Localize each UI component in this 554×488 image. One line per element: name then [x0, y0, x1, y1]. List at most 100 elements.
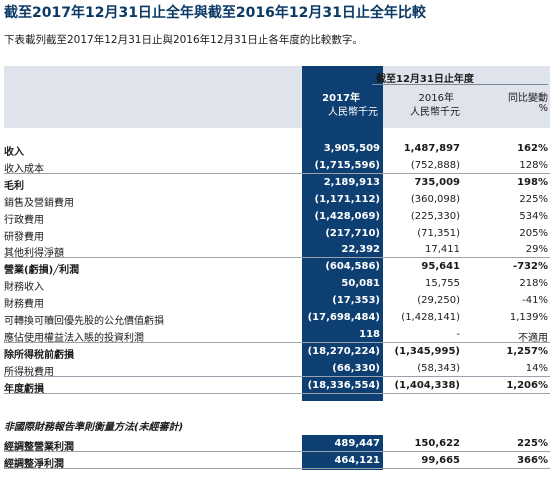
- change-percent: 366%: [517, 455, 548, 466]
- value-2016: 1,487,897: [403, 143, 460, 154]
- row-label: 財務收入: [4, 282, 44, 294]
- non-ifrs-section-title: 非國際財務報告準則衡量方法(未經審計): [4, 422, 184, 433]
- row-label: 研發費用: [4, 231, 44, 243]
- value-2016: 150,622: [414, 438, 460, 449]
- value-2016: (71,351): [417, 227, 460, 239]
- table-row: 收入成本 (1,715,596) (752,888) 128%: [4, 157, 550, 175]
- row-label: 經調整營業利潤: [4, 442, 74, 453]
- value-2017: 50,081: [341, 278, 380, 290]
- value-2017: 464,121: [334, 455, 380, 466]
- value-2016: 15,755: [425, 278, 460, 290]
- table-row: 銷售及營銷費用 (1,171,112) (360,098) 225%: [4, 191, 550, 209]
- value-2016: (752,888): [410, 159, 460, 171]
- table-row: 應佔使用權益法入賬的投資利潤 118 - 不適用: [4, 326, 550, 344]
- row-label: 收入成本: [4, 163, 44, 175]
- value-2017: (1,428,069): [314, 210, 380, 222]
- table-row: 財務費用 (17,353) (29,250) -41%: [4, 292, 550, 311]
- change-percent: 225%: [517, 438, 548, 449]
- table-header-band: [4, 66, 550, 128]
- change-percent: -41%: [522, 295, 548, 307]
- table-row: 毛利 2,189,913 735,009 198%: [4, 174, 550, 192]
- header-col-change-unit: %: [538, 103, 548, 114]
- header-period: 截至12月31日止年度: [376, 74, 474, 85]
- value-2016: (58,343): [417, 362, 460, 374]
- table-row: 收入 3,905,509 1,487,897 162%: [4, 140, 550, 158]
- value-2016: -: [456, 328, 460, 340]
- change-percent: 128%: [519, 159, 548, 171]
- change-percent: 205%: [519, 227, 548, 239]
- value-2016: 95,641: [421, 261, 460, 273]
- table-row: 經調整營業利潤 489,447 150,622 225%: [4, 435, 550, 453]
- row-label: 應佔使用權益法入賬的投資利潤: [4, 332, 144, 344]
- change-percent: 198%: [517, 176, 548, 188]
- header-col-2016-year: 2016年: [418, 93, 454, 104]
- value-2017: (18,336,554): [307, 379, 380, 391]
- header-period-rule: [372, 84, 548, 85]
- value-2017: (17,698,484): [307, 312, 380, 323]
- value-2016: (1,345,995): [394, 345, 460, 357]
- value-2017: (18,270,224): [307, 345, 380, 357]
- change-percent: 不適用: [518, 332, 548, 344]
- header-col-2016-unit: 人民幣千元: [410, 107, 460, 118]
- value-2016: (1,428,141): [401, 312, 460, 323]
- value-2016: (1,404,338): [394, 379, 460, 391]
- change-percent: 1,257%: [506, 345, 548, 357]
- change-percent: 218%: [519, 278, 548, 290]
- highlight-column-2017: [302, 66, 383, 401]
- value-2017: 118: [359, 328, 380, 340]
- change-percent: -732%: [512, 261, 548, 273]
- table-row: 財務收入 50,081 15,755 218%: [4, 275, 550, 294]
- table-row: 可轉換可贖回優先股的公允價值虧損 (17,698,484) (1,428,141) 1…: [4, 309, 550, 327]
- row-label: 可轉換可贖回優先股的公允價值虧損: [4, 316, 164, 327]
- row-label: 其他利得淨額: [4, 248, 64, 260]
- row-label: 除所得稅前虧損: [4, 349, 74, 361]
- row-label: 收入: [4, 147, 24, 158]
- row-label: 銷售及營銷費用: [4, 197, 74, 209]
- table-row: 年度虧損 (18,336,554) (1,404,338) 1,206%: [4, 377, 550, 395]
- change-percent: 29%: [525, 244, 548, 256]
- page-title: 截至2017年12月31日止全年與截至2016年12月31日止全年比較: [4, 5, 426, 21]
- value-2016: 99,665: [421, 455, 460, 466]
- table-row: 研發費用 (217,710) (71,351) 205%: [4, 225, 550, 243]
- value-2016: (29,250): [417, 295, 460, 307]
- value-2017: 489,447: [334, 438, 380, 449]
- table-row: 其他利得淨額 22,392 17,411 29%: [4, 241, 550, 260]
- value-2017: 22,392: [341, 244, 380, 256]
- change-percent: 14%: [525, 362, 548, 374]
- value-2017: (217,710): [325, 227, 380, 239]
- value-2017: (1,715,596): [314, 159, 380, 171]
- value-2017: (1,171,112): [314, 193, 380, 205]
- value-2016: 17,411: [425, 244, 460, 256]
- change-percent: 1,139%: [509, 312, 548, 323]
- highlight-column-2017-non-ifrs: [302, 435, 383, 470]
- value-2017: 2,189,913: [323, 176, 380, 188]
- header-col-2017-year: 2017年: [322, 93, 360, 104]
- change-percent: 1,206%: [506, 379, 548, 391]
- row-label: 營業(虧損)╱利潤: [4, 265, 80, 277]
- table-row: 行政費用 (1,428,069) (225,330) 534%: [4, 208, 550, 226]
- value-2017: (604,586): [325, 261, 380, 273]
- table-row: 經調整淨利潤 464,121 99,665 366%: [4, 452, 550, 470]
- value-2017: 3,905,509: [323, 143, 380, 154]
- value-2017: (17,353): [332, 295, 380, 307]
- row-label: 所得稅費用: [4, 366, 54, 378]
- value-2016: 735,009: [414, 176, 460, 188]
- row-label: 年度虧損: [4, 383, 44, 395]
- value-2017: (66,330): [332, 362, 380, 374]
- header-col-2017-unit: 人民幣千元: [328, 107, 378, 118]
- row-label: 行政費用: [4, 214, 44, 226]
- change-percent: 225%: [519, 193, 548, 205]
- row-label: 毛利: [4, 180, 24, 192]
- change-percent: 162%: [517, 143, 548, 154]
- value-2016: (225,330): [410, 210, 460, 222]
- row-label: 財務費用: [4, 299, 44, 311]
- change-percent: 534%: [519, 210, 548, 222]
- header-col-change-title: 同比變動: [508, 93, 548, 104]
- page-subtitle: 下表載列截至2017年12月31日止與2016年12月31日止各年度的比較數字。: [4, 34, 363, 46]
- table-bottom-rule: [4, 468, 550, 469]
- table-row: 所得稅費用 (66,330) (58,343) 14%: [4, 360, 550, 378]
- table-row: 營業(虧損)╱利潤 (604,586) 95,641 -732%: [4, 258, 550, 277]
- value-2016: (360,098): [410, 193, 460, 205]
- row-label: 經調整淨利潤: [4, 459, 64, 470]
- table-row: 除所得稅前虧損 (18,270,224) (1,345,995) 1,257%: [4, 343, 550, 361]
